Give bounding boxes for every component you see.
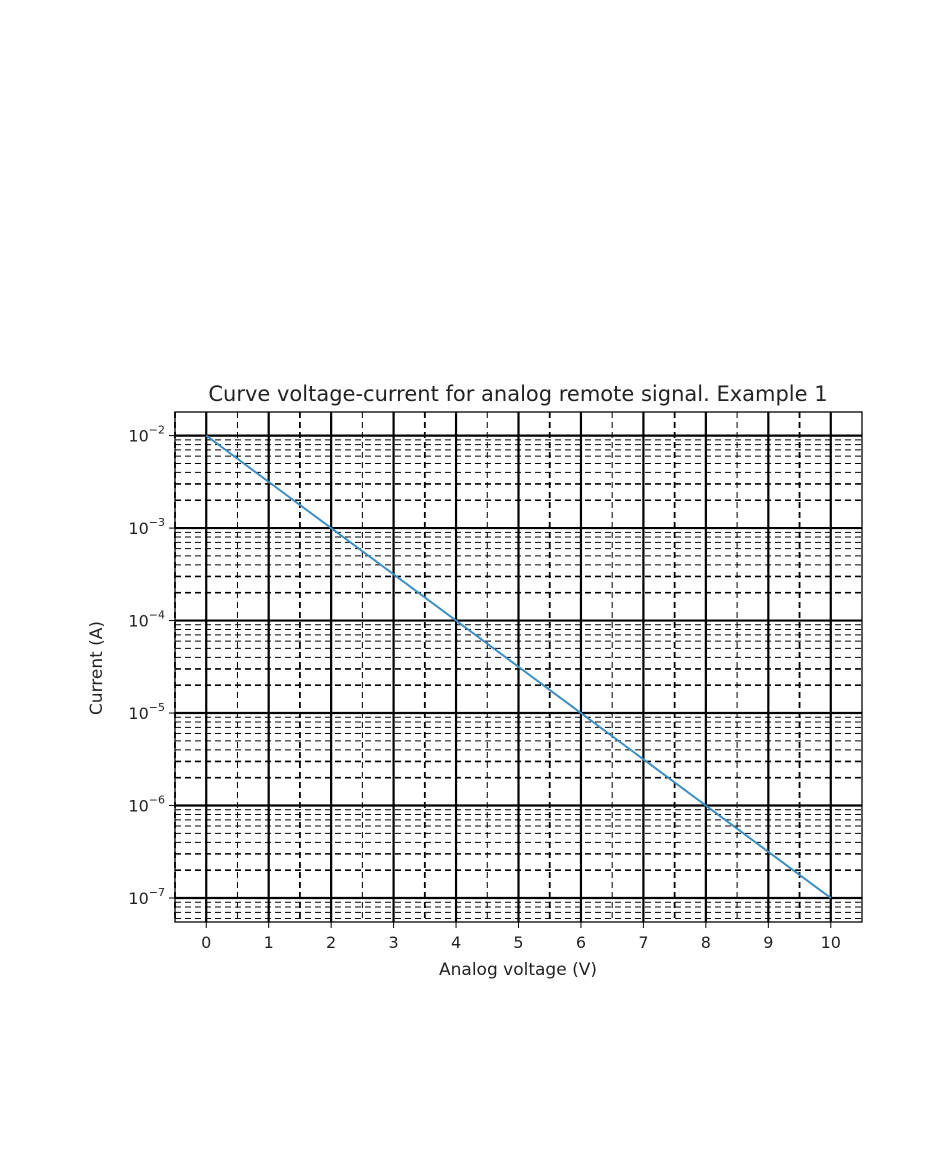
x-tick-label: 8 (701, 933, 711, 952)
y-tick-label: 10−2 (128, 424, 165, 446)
x-tick-label: 4 (451, 933, 461, 952)
y-tick-label: 10−7 (128, 886, 165, 908)
x-tick-label: 9 (763, 933, 773, 952)
x-tick-label: 3 (388, 933, 398, 952)
y-tick-label: 10−4 (128, 609, 165, 631)
x-axis-label: Analog voltage (V) (439, 960, 597, 980)
x-tick-label: 0 (201, 933, 211, 952)
x-tick-label: 10 (821, 933, 841, 952)
chart-title: Curve voltage-current for analog remote … (208, 382, 827, 406)
y-axis: 10−7 10−6 10−5 10−4 10−3 10−2 (128, 424, 175, 908)
x-axis: 0 1 2 3 4 5 6 7 8 9 10 (201, 922, 841, 952)
x-tick-label: 2 (326, 933, 336, 952)
series-line (205, 434, 832, 899)
x-tick-label: 5 (513, 933, 523, 952)
x-tick-label: 6 (576, 933, 586, 952)
y-tick-label: 10−5 (128, 701, 165, 723)
y-axis-label: Current (A) (87, 621, 107, 715)
x-tick-label: 7 (638, 933, 648, 952)
y-tick-label: 10−6 (128, 794, 165, 816)
series-layer (205, 434, 832, 899)
x-tick-label: 1 (264, 933, 274, 952)
y-tick-label: 10−3 (128, 516, 165, 538)
